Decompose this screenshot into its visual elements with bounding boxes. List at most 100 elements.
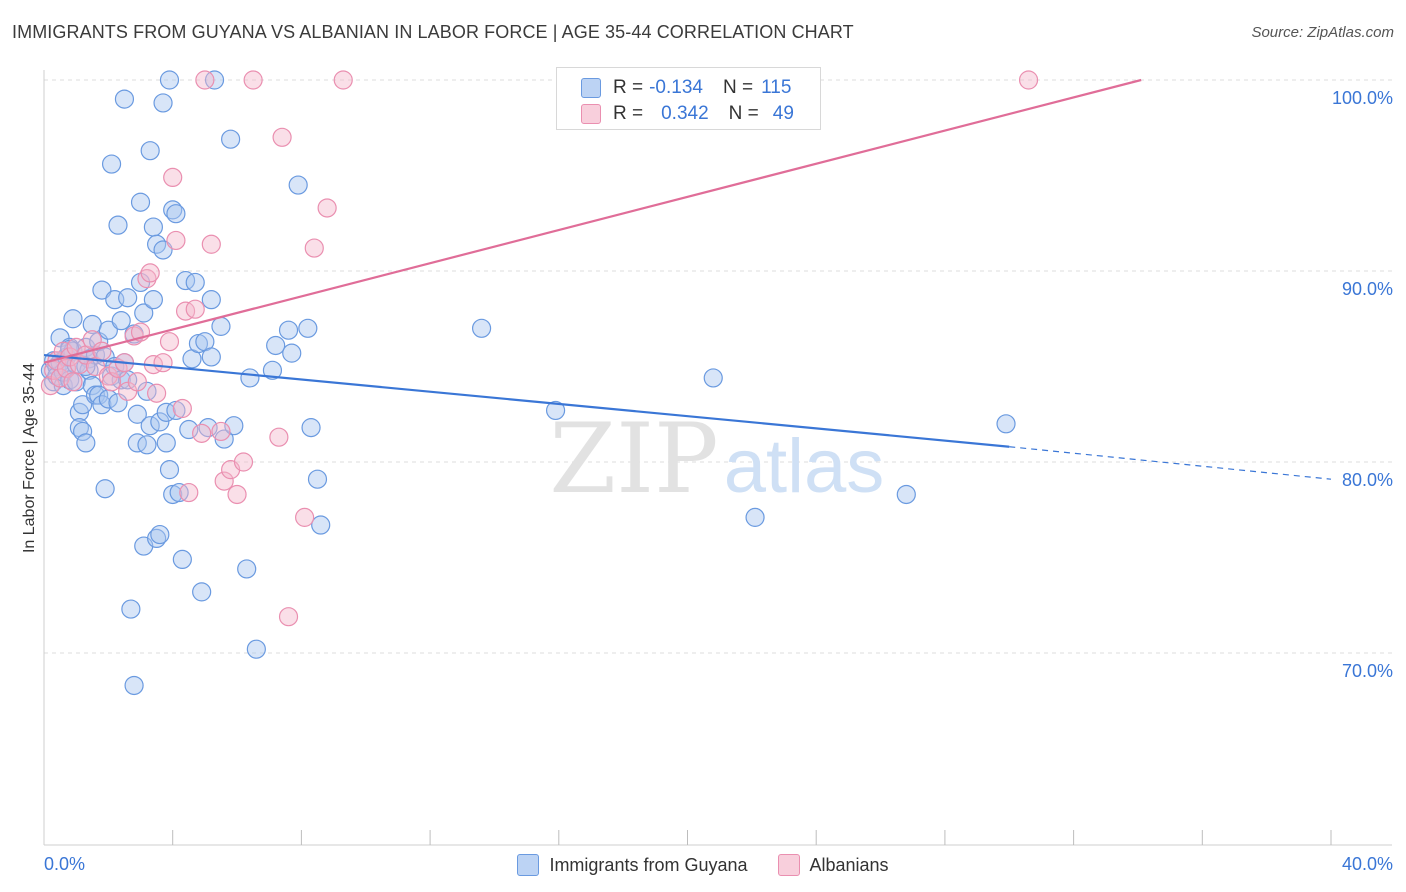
watermark: ZIP atlas [549,403,884,515]
point-guyana [298,318,318,338]
watermark-zip: ZIP [549,403,718,515]
point-guyana [703,368,723,388]
point-guyana [301,418,321,438]
point-guyana [127,404,147,424]
point-guyana [288,175,308,195]
point-guyana [307,469,328,489]
series-guyana-points [40,70,1016,696]
point-guyana [140,416,160,436]
point-albanians [295,507,315,527]
point-albanians [147,383,167,403]
point-albanians [40,376,61,396]
point-albanians [317,198,337,218]
n-value: 49 [772,103,794,124]
point-albanians [92,341,112,361]
point-guyana [278,320,299,340]
point-albanians [227,484,247,505]
trend-line-guyana [43,353,1010,448]
point-guyana [204,70,225,90]
point-guyana [262,360,283,380]
point-guyana [159,70,180,90]
point-albanians [175,301,196,321]
legend-swatch-albanians [777,854,800,876]
x-tick-label: 40.0% [1342,854,1393,874]
point-guyana [175,270,196,291]
source-label: Source: ZipAtlas.com [1251,24,1394,41]
point-guyana [111,311,131,331]
point-albanians [243,70,263,90]
point-guyana [153,93,173,113]
point-guyana [73,421,93,442]
trend-lines [43,78,1332,480]
point-albanians [63,372,83,392]
point-albanians [172,398,192,419]
legend-item-guyana[interactable]: Immigrants from Guyana [517,852,748,878]
point-guyana [745,507,765,527]
tick-labels: 100.0% 90.0% 80.0% 70.0% 0.0% 40.0% [44,88,1393,874]
point-guyana [150,412,170,432]
point-guyana [156,433,176,453]
y-tick-label: 100.0% [1332,88,1393,108]
stats-row-guyana: R = -0.134 N = 115 [581,74,791,102]
point-guyana [92,280,112,300]
chart-title: IMMIGRANTS FROM GUYANA VS ALBANIAN IN LA… [12,22,854,42]
point-guyana [118,288,138,308]
point-guyana [166,204,186,224]
trend-line-albanians [43,78,1142,364]
point-guyana [150,524,170,545]
watermark-atlas: atlas [724,424,885,509]
point-guyana [471,318,492,338]
r-label: R = [613,77,644,98]
point-guyana [311,515,331,535]
point-albanians [333,70,353,90]
point-guyana [124,675,144,696]
point-guyana [130,192,151,212]
axes [43,70,1392,846]
point-guyana [134,303,154,323]
point-guyana [179,419,199,440]
point-albanians [127,372,147,392]
point-albanians [153,353,173,373]
point-albanians [269,427,289,447]
point-guyana [211,316,231,336]
stats-legend: R = -0.134 N = 115 R = 0.342 N = 49 [556,67,821,130]
legend-item-albanians[interactable]: Albanians [777,852,889,878]
point-guyana [101,154,122,174]
point-guyana [185,272,205,293]
point-guyana [221,129,241,149]
point-guyana [140,141,160,161]
point-albanians [185,299,205,319]
point-guyana [95,479,115,499]
point-guyana [169,482,189,503]
legend-swatch-guyana [517,854,540,876]
point-albanians [195,70,215,90]
legend-label-albanians: Albanians [809,854,889,875]
point-guyana [121,599,141,619]
point-guyana [266,335,286,356]
y-tick-label: 70.0% [1342,661,1393,681]
legend-label-guyana: Immigrants from Guyana [549,854,748,875]
swatch-guyana [581,78,601,98]
point-albanians [137,269,157,289]
point-albanians [179,482,199,503]
point-guyana [153,240,173,260]
point-guyana [108,215,128,235]
point-albanians [233,452,254,472]
point-guyana [73,395,93,415]
swatch-albanians [581,104,601,124]
point-guyana [127,433,147,453]
point-albanians [69,354,89,375]
point-guyana [237,559,257,579]
point-guyana [192,582,212,602]
stats-row-albanians: R = 0.342 N = 49 [581,100,794,128]
y-tick-label: 80.0% [1342,470,1393,490]
point-guyana [282,343,302,363]
point-guyana [172,549,192,570]
point-guyana [246,639,266,659]
r-value: -0.134 [649,77,703,98]
point-albanians [98,366,118,386]
y-tick-label: 90.0% [1342,279,1393,299]
point-guyana [896,484,916,505]
point-guyana [143,217,163,237]
